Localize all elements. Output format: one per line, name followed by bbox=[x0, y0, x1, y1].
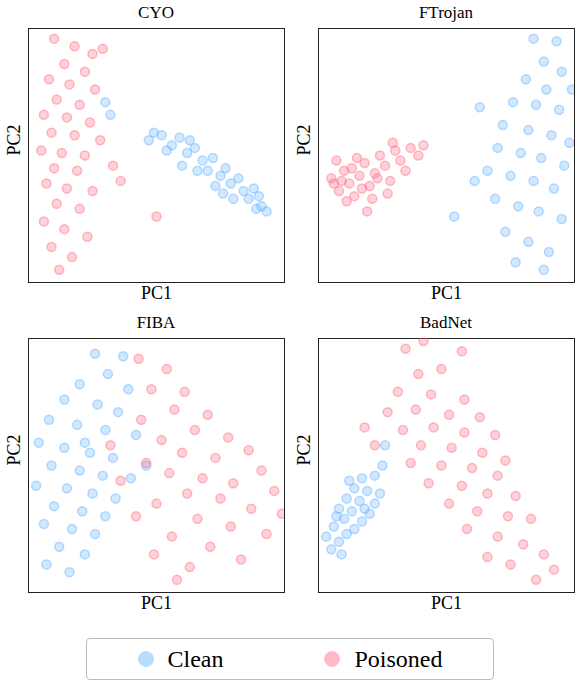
html-text:Clean: Clean bbox=[167, 645, 224, 672]
html-text:Poisoned: Poisoned bbox=[354, 645, 443, 672]
html-text:CYO: CYO bbox=[138, 3, 174, 22]
html-text:FIBA: FIBA bbox=[136, 313, 176, 332]
svg-text:PC2: PC2 bbox=[4, 434, 24, 465]
svg-text:PC2: PC2 bbox=[294, 434, 314, 465]
svg-text:PC2: PC2 bbox=[294, 124, 314, 155]
html-text:BadNet: BadNet bbox=[420, 313, 472, 332]
svg-text:PC2: PC2 bbox=[4, 124, 24, 155]
svg-text:PC1: PC1 bbox=[431, 593, 462, 613]
svg-text:PC1: PC1 bbox=[141, 593, 172, 613]
svg-text:PC1: PC1 bbox=[431, 283, 462, 303]
svg-text:PC1: PC1 bbox=[141, 283, 172, 303]
html-text:FTrojan: FTrojan bbox=[418, 3, 474, 22]
